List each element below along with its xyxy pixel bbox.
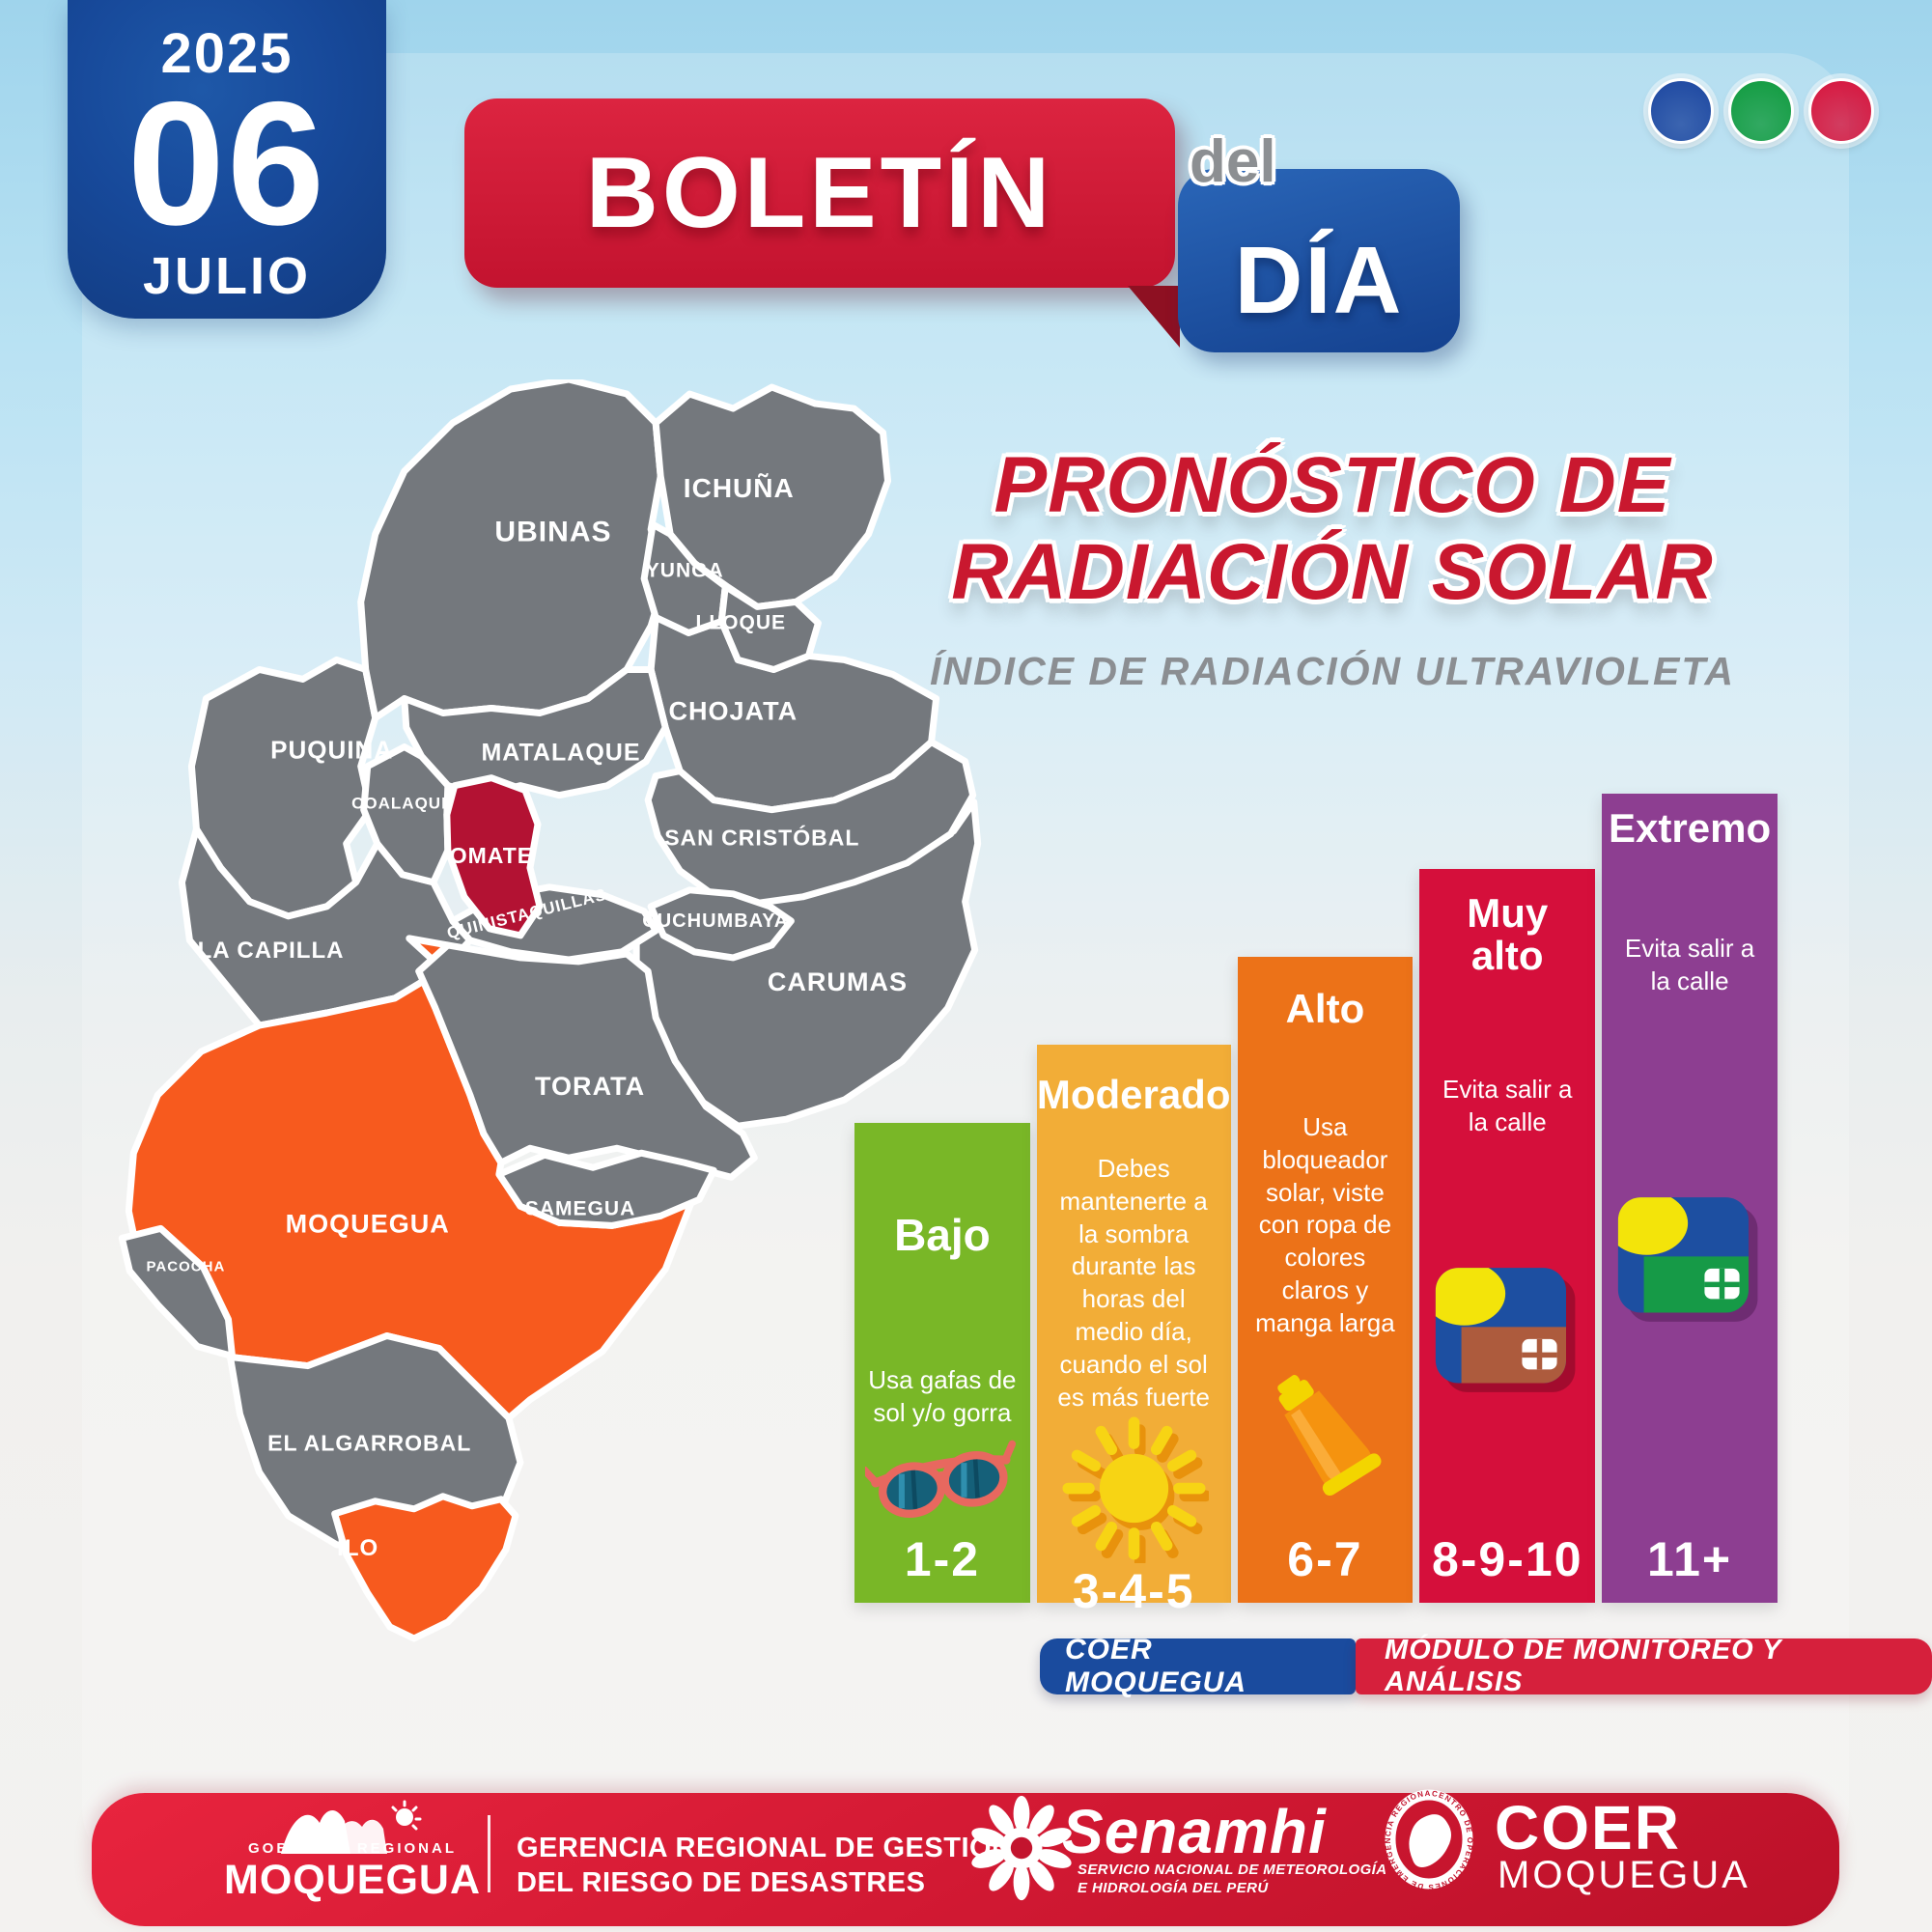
coer-name: COER (1495, 1793, 1681, 1862)
senamhi-tag1: SERVICIO NACIONAL DE METEOROLOGÍA (1078, 1862, 1387, 1878)
map-district-label: YUNGA (646, 559, 724, 581)
footer-divider (488, 1815, 490, 1892)
date-month: JULIO (142, 247, 312, 306)
del-word: del (1190, 128, 1276, 195)
map-district-label: EL ALGARROBAL (267, 1431, 471, 1456)
sunscreen-icon (1252, 1340, 1397, 1531)
map-district-label: LA CAPILLA (198, 938, 345, 964)
gerencia-line1: GERENCIA REGIONAL DE GESTIÓN (517, 1833, 1013, 1863)
gobierno-moquegua-label: MOQUEGUA (224, 1857, 481, 1903)
map-district-label: ILO (337, 1535, 378, 1561)
uv-level-bar: Alto Usa bloqueador solar, viste con ropa… (1237, 957, 1414, 1603)
map-district-label: TORATA (535, 1072, 645, 1101)
map-district-label: SAMEGUA (525, 1197, 635, 1219)
coer-place: MOQUEGUA (1498, 1854, 1750, 1896)
house-icon (1610, 998, 1770, 1531)
uv-level-range: 8-9-10 (1431, 1532, 1583, 1586)
date-year: 2025 (160, 22, 294, 85)
green-dot-icon (1728, 78, 1794, 144)
district-cuchumbaya (647, 886, 795, 962)
map-district-label: CHOJATA (668, 697, 798, 726)
uv-level-advice: Usa bloqueador solar, viste con ropa de … (1255, 1112, 1395, 1337)
uv-level-range: 3-4-5 (1072, 1564, 1195, 1619)
gobierno-regional-label: GOBIERNO REGIONAL (247, 1840, 457, 1857)
sunglasses-icon (864, 1430, 1020, 1531)
headline-subtitle: ÍNDICE DE RADIACIÓN ULTRAVIOLETA (930, 649, 1735, 694)
senamhi-tag2: E HIDROLOGÍA DEL PERÚ (1078, 1879, 1269, 1896)
moquegua-district-map: ICHUÑA UBINAS YUNGA LLOQUE CHOJATA PUQUINA MAT… (114, 376, 985, 1646)
dia-title: DÍA (1234, 227, 1404, 333)
uv-level-title: Extremo (1609, 805, 1772, 851)
uv-level-title: Muy alto (1467, 890, 1549, 979)
boletin-banner: BOLETÍN (464, 98, 1175, 288)
map-district-label: CUCHUMBAYA (642, 910, 789, 932)
uv-level-title: Bajo (894, 1210, 991, 1260)
senamhi-name: Senamhi (1062, 1797, 1327, 1866)
uv-level-title: Moderado (1036, 1072, 1231, 1117)
headline-line1: PRONÓSTICO DE (994, 441, 1671, 529)
senamhi-tagline: SERVICIO NACIONAL DE METEOROLOGÍA E HIDR… (1078, 1862, 1386, 1898)
uv-level-advice: Debes mantenerte a la sombra durante las… (1057, 1154, 1210, 1412)
gerencia-line2: DEL RIESGO DE DESASTRES (517, 1867, 926, 1899)
sun-icon (1059, 1414, 1209, 1564)
map-district-label: SAN CRISTÓBAL (664, 825, 859, 851)
map-district-label: CARUMAS (768, 967, 908, 996)
red-dot-icon (1808, 78, 1874, 144)
headline-line2: RADIACIÓN SOLAR (951, 528, 1714, 617)
uv-level-range: 6-7 (1287, 1532, 1363, 1586)
date-badge: 2025 06 JULIO (68, 0, 386, 319)
module-badge: MÓDULO DE MONITOREO Y ANÁLISIS (1356, 1635, 1932, 1697)
date-day: 06 (126, 65, 327, 262)
gerencia-label: GERENCIA REGIONAL DE GESTIÓN DEL RIESGO … (517, 1831, 1013, 1901)
map-district-label: OMATE (450, 843, 533, 868)
uv-index-scale: Bajo Usa gafas de sol y/o gorra 1-2 Modera… (854, 792, 1778, 1618)
map-district-label: UBINAS (494, 516, 611, 547)
headline: PRONÓSTICO DE RADIACIÓN SOLAR ÍNDICE DE … (898, 441, 1767, 694)
uv-level-bar: Muy alto Evita salir a la calle 8-9-10 (1419, 869, 1596, 1603)
senamhi-logo-icon (971, 1795, 1072, 1901)
map-svg: ICHUÑA UBINAS YUNGA LLOQUE CHOJATA PUQUINA MAT… (118, 376, 982, 1642)
district-ilo (331, 1493, 519, 1642)
uv-level-advice: Usa gafas de sol y/o gorra (868, 1365, 1017, 1428)
district-lloque (717, 582, 822, 673)
uv-level-bar: Extremo Evita salir a la calle 11+ (1602, 794, 1778, 1603)
map-district-label: LLOQUE (696, 611, 787, 633)
sun-icon (1062, 1416, 1209, 1564)
sunglasses-icon (864, 1441, 1017, 1519)
house-icon (1428, 1139, 1587, 1531)
sunscreen-icon (1277, 1374, 1382, 1496)
source-badges: COER MOQUEGUA MÓDULO DE MONITOREO Y ANÁL… (1040, 1634, 1932, 1698)
coer-badge: COER MOQUEGUA (1040, 1634, 1357, 1698)
coer-seal-icon: CENTRO DE OPERACIONES DE EMERGENCIA REGI… (1376, 1786, 1473, 1891)
district-samegua (495, 1149, 717, 1229)
uv-level-advice: Evita salir a la calle (1624, 934, 1755, 995)
district-ubinas (357, 376, 669, 722)
uv-level-title: Alto (1285, 986, 1365, 1031)
map-district-label: PUQUINA (270, 736, 393, 765)
uv-level-range: 1-2 (904, 1532, 981, 1586)
map-district-label: COALAQUE (351, 795, 453, 813)
gobierno-regional-logo-icon (281, 1800, 422, 1854)
uv-level-bar: Bajo Usa gafas de sol y/o gorra 1-2 (854, 1123, 1030, 1603)
dia-banner: DÍA (1178, 169, 1460, 352)
blue-dot-icon (1648, 78, 1714, 144)
district-omate (443, 774, 544, 939)
boletin-title: BOLETÍN (585, 136, 1054, 249)
map-district-label: MOQUEGUA (286, 1209, 450, 1238)
uv-level-bar: Moderado Debes mantenerte a la sombra dur… (1036, 1045, 1231, 1618)
district-san-cristobal (644, 739, 977, 908)
footer-band (92, 1793, 1839, 1926)
map-district-label: PACOCHA (147, 1258, 226, 1274)
map-district-label: MATALAQUE (481, 740, 640, 767)
map-district-label: ICHUÑA (684, 473, 795, 503)
uv-level-advice: Evita salir a la calle (1442, 1075, 1573, 1136)
house-icon (1617, 1196, 1757, 1322)
uv-level-range: 11+ (1647, 1532, 1733, 1586)
house-icon (1435, 1267, 1576, 1392)
